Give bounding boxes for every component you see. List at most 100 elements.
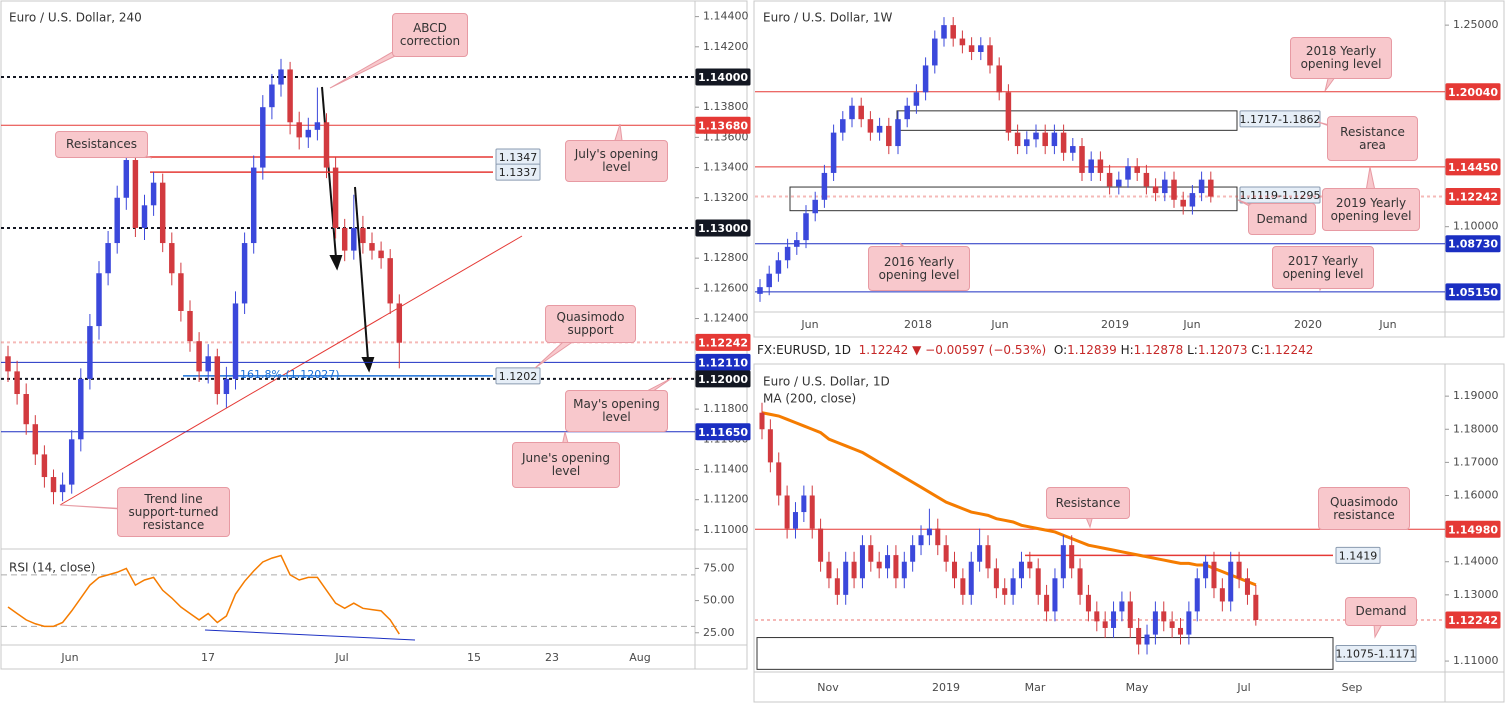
candle-body [809, 495, 815, 529]
candle-body [396, 303, 403, 343]
x-tick-label: Jun [60, 651, 78, 664]
candle-body [14, 371, 20, 395]
x-tick-label: 2020 [1294, 318, 1322, 331]
candle-body [968, 561, 974, 595]
moving-average [761, 411, 1257, 587]
x-tick-label: 15 [467, 651, 481, 664]
indicator-label: MA (200, close) [763, 392, 856, 406]
callout: July's opening level [565, 140, 668, 182]
candle-body [987, 45, 993, 66]
y-tick-label: 1.14400 [703, 10, 749, 23]
y-tick-label: 1.19000 [1453, 389, 1499, 402]
candle-body [1119, 601, 1125, 612]
candle-body [1024, 139, 1030, 147]
x-tick-label: Aug [629, 651, 650, 664]
candle-body [858, 105, 864, 120]
candle-body [1002, 588, 1008, 595]
fib-label: 161.8% (1.12027) [240, 368, 340, 381]
candle-body [232, 303, 239, 379]
x-tick-label: Jun [990, 318, 1008, 331]
panel-border [753, 0, 1505, 338]
candle-body [1005, 92, 1012, 133]
callout: Quasimodo support [545, 305, 636, 343]
candle-body [59, 484, 66, 493]
rsi-line [7, 554, 400, 635]
candle-body [305, 129, 312, 138]
level-tag: 1.13000 [698, 222, 748, 235]
ohlc-value: 1.12073 [1197, 343, 1248, 357]
ohlc-label: H: [1120, 343, 1134, 357]
candle-body [369, 243, 375, 251]
y-tick-label: 1.12400 [703, 312, 749, 325]
x-tick-label: 2019 [932, 681, 960, 694]
candle-body [141, 205, 148, 228]
segment-label-bg [495, 367, 541, 385]
candle-body [1189, 193, 1196, 207]
level-tag: 1.08730 [1448, 238, 1498, 251]
candle-body [759, 412, 765, 430]
candle-body [1070, 146, 1076, 153]
candle-body [23, 394, 29, 425]
level-tag-bg [1445, 611, 1501, 629]
candle-body [840, 119, 846, 133]
ohlc-label: L: [1187, 343, 1198, 357]
level-tag-bg [1445, 520, 1501, 538]
candle-body [150, 182, 157, 206]
candle-body [196, 341, 202, 372]
candle-body [1125, 166, 1131, 180]
candle-body [87, 326, 93, 379]
candle-body [1042, 132, 1048, 147]
candle-body [1077, 568, 1083, 595]
y-tick-label: 1.14200 [703, 40, 749, 53]
panel-border [753, 363, 1505, 703]
candle-body [757, 287, 763, 294]
ohlc-value: 1.12839 [1067, 343, 1117, 357]
callout: Resistance [1046, 487, 1130, 519]
candle-body [1097, 159, 1104, 173]
candle-body [159, 182, 166, 244]
candle-body [812, 199, 818, 214]
candle-body [1085, 594, 1091, 612]
candle-body [794, 240, 800, 247]
candle-body [378, 250, 384, 259]
x-tick-label: 17 [201, 651, 215, 664]
level-tag-bg [1445, 235, 1501, 253]
level-tag-bg [1445, 158, 1501, 176]
candle-body [5, 356, 11, 372]
candle-body [1051, 132, 1058, 147]
candle-body [867, 119, 874, 133]
y-tick-label: 75.00 [703, 561, 735, 574]
level-tag-bg [695, 219, 751, 237]
x-tick-label: May [1126, 681, 1149, 694]
candle-body [959, 38, 966, 46]
y-tick-label: 1.13200 [703, 191, 749, 204]
candle-body [1027, 561, 1033, 569]
candle-body [260, 107, 266, 168]
candle-body [1177, 627, 1184, 635]
candle-body [1052, 578, 1058, 612]
ohlc-label: O: [1053, 343, 1068, 357]
candle-body [1033, 132, 1039, 140]
candle-body [895, 119, 901, 147]
candle-body [1014, 132, 1021, 147]
divergence-line [204, 629, 416, 641]
ohlc-label: C: [1251, 343, 1264, 357]
candle-body [1169, 621, 1175, 628]
level-tag: 1.12110 [698, 356, 748, 369]
level-tag-bg [1445, 283, 1501, 301]
candle-body [834, 578, 840, 595]
last-price: 1.12242 [858, 343, 909, 357]
candle-body [169, 243, 175, 274]
candle-body [1044, 594, 1050, 612]
x-tick-label: 2018 [904, 318, 932, 331]
arrow [354, 186, 369, 361]
callout: Resistances [55, 131, 148, 158]
candle-body [885, 555, 891, 569]
candle-body [332, 167, 339, 228]
candle-body [32, 424, 39, 455]
zone-label-bg [1239, 110, 1321, 128]
zone [756, 637, 1334, 670]
candle-body [96, 273, 102, 327]
candle-body [1152, 186, 1159, 194]
candle-body [68, 439, 75, 485]
